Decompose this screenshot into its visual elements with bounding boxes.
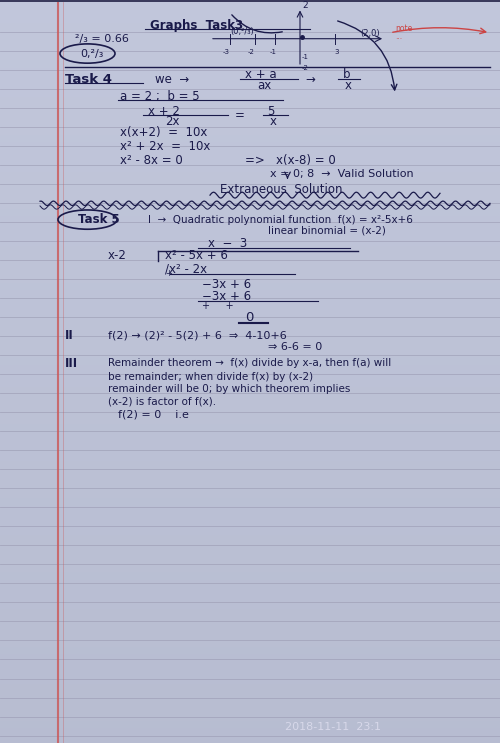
Text: f(2) → (2)² - 5(2) + 6  ⇒  4-10+6: f(2) → (2)² - 5(2) + 6 ⇒ 4-10+6	[108, 330, 286, 340]
Text: x + 2: x + 2	[148, 105, 180, 118]
Text: 2: 2	[302, 1, 308, 10]
Text: x² - 8x = 0: x² - 8x = 0	[120, 154, 183, 166]
Text: x: x	[345, 79, 352, 92]
Text: x  −  3: x − 3	[208, 237, 247, 250]
Text: linear binomial = (x-2): linear binomial = (x-2)	[268, 226, 386, 236]
Text: ²/₃ = 0.66: ²/₃ = 0.66	[75, 33, 129, 44]
Text: /x² - 2x: /x² - 2x	[165, 262, 207, 275]
Text: ⇒ 6-6 = 0: ⇒ 6-6 = 0	[268, 342, 322, 352]
Text: (2,0): (2,0)	[360, 29, 380, 38]
Text: b: b	[342, 68, 350, 81]
Text: 2x: 2x	[165, 115, 180, 129]
Text: 3: 3	[334, 49, 338, 55]
Text: (x-2) is factor of f(x).: (x-2) is factor of f(x).	[108, 397, 216, 407]
Text: ...: ...	[395, 32, 402, 41]
Text: 0,²/₃: 0,²/₃	[80, 48, 104, 59]
Text: Graphs  Task3: Graphs Task3	[150, 19, 243, 32]
Text: a = 2 ;  b = 5: a = 2 ; b = 5	[120, 90, 200, 103]
Text: -3: -3	[222, 49, 230, 55]
Text: Task 4: Task 4	[65, 73, 112, 86]
Text: note: note	[395, 24, 412, 33]
Text: Remainder theorem →  f(x) divide by x-a, then f(a) will: Remainder theorem → f(x) divide by x-a, …	[108, 358, 391, 369]
Text: x² - 5x + 6: x² - 5x + 6	[165, 250, 228, 262]
Text: −3x + 6: −3x + 6	[202, 278, 252, 291]
Text: I  →  Quadratic polynomial function  f(x) = x²-5x+6: I → Quadratic polynomial function f(x) =…	[148, 215, 412, 224]
Text: ax: ax	[258, 79, 272, 92]
Text: =>   x(x-8) = 0: => x(x-8) = 0	[245, 154, 336, 166]
Text: x: x	[270, 115, 277, 129]
Text: =: =	[235, 108, 245, 122]
Text: 0: 0	[245, 311, 254, 324]
Text: III: III	[65, 357, 78, 370]
Text: -1: -1	[302, 53, 309, 59]
Text: Extraneous  Solution: Extraneous Solution	[220, 184, 342, 196]
Text: II: II	[65, 328, 74, 342]
Text: x + a: x + a	[245, 68, 276, 81]
Text: be remainder; when divide f(x) by (x-2): be remainder; when divide f(x) by (x-2)	[108, 372, 312, 382]
Text: x-2: x-2	[108, 250, 126, 262]
Text: →: →	[305, 73, 315, 86]
Text: -2: -2	[248, 49, 254, 55]
Text: x = 0; 8  →  Valid Solution: x = 0; 8 → Valid Solution	[270, 169, 414, 178]
Text: (0,²/₃): (0,²/₃)	[230, 27, 254, 36]
Text: −3x + 6: −3x + 6	[202, 291, 252, 303]
Text: -2: -2	[302, 65, 309, 71]
Text: -1: -1	[270, 49, 277, 55]
Text: x(x+2)  =  10x: x(x+2) = 10x	[120, 126, 208, 140]
Text: Task 5: Task 5	[78, 213, 120, 226]
Text: 2018-11-11  23:1: 2018-11-11 23:1	[285, 721, 381, 732]
Text: remainder will be 0; by which theorem implies: remainder will be 0; by which theorem im…	[108, 384, 350, 395]
Text: 5: 5	[268, 105, 275, 118]
Text: f(2) = 0    i.e: f(2) = 0 i.e	[118, 409, 188, 420]
Text: x² + 2x  =  10x: x² + 2x = 10x	[120, 140, 210, 153]
Text: we  →: we →	[155, 73, 189, 86]
Text: +: +	[165, 269, 172, 278]
Text: +     +: + +	[202, 301, 234, 311]
